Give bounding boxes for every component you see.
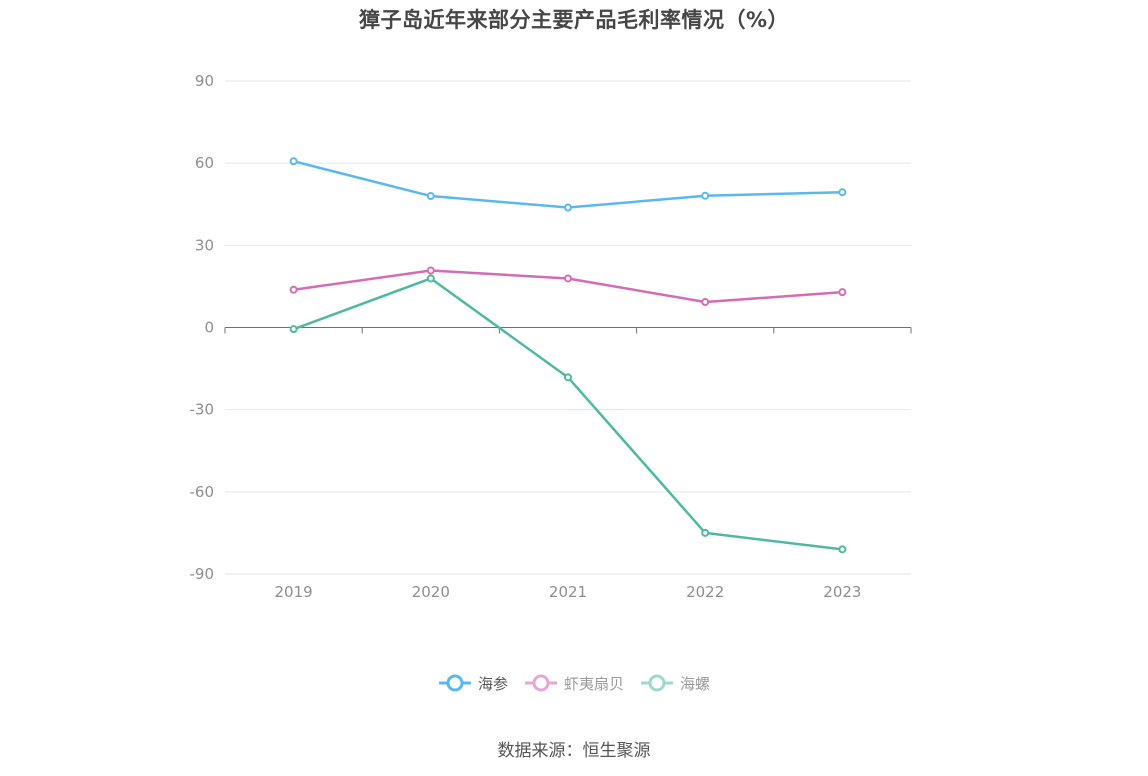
legend-item-2[interactable]: 海螺: [640, 672, 710, 694]
legend-marker-icon: [438, 674, 471, 692]
series-line-0: [293, 160, 843, 209]
legend-marker-icon: [641, 674, 673, 692]
data-point-2-4: [838, 545, 847, 554]
data-source: 数据来源：恒生聚源: [497, 741, 651, 761]
y-tick-label-4: -30: [190, 401, 215, 419]
data-point-2-3: [701, 528, 710, 537]
legend: 海参 虾夷扇贝 海螺: [0, 672, 1148, 694]
legend-marker-circle-2: [648, 674, 666, 692]
series-lines: [289, 157, 847, 554]
data-point-2-0: [289, 325, 298, 334]
data-point-1-3: [701, 298, 710, 307]
legend-label: 海螺: [680, 674, 711, 693]
legend-item-0[interactable]: 海参: [438, 672, 508, 694]
y-tick-label-6: -90: [190, 565, 215, 583]
y-tick-label-2: 30: [195, 236, 214, 254]
x-tick-label-0: 2019: [275, 583, 313, 601]
data-point-2-1: [426, 274, 435, 283]
data-point-1-2: [564, 274, 572, 283]
line-chart: 90 60 30 0 -30 -60 -90 2019 2020 2021 2022 2023: [190, 72, 912, 601]
data-point-0-4: [838, 188, 847, 197]
data-point-1-1: [426, 266, 435, 275]
series-1: [289, 266, 847, 307]
data-point-0-3: [701, 191, 710, 200]
data-point-1-0: [289, 285, 298, 294]
x-tick-label-1: 2020: [412, 583, 450, 601]
legend-marker-circle-0: [446, 674, 464, 692]
data-point-1-4: [838, 288, 847, 297]
tick-labels: 90 60 30 0 -30 -60 -90 2019 2020 2021 2022 2023: [190, 72, 862, 601]
legend-marker-circle-1: [532, 674, 550, 692]
chart-title: 獐子岛近年来部分主要产品毛利率情况（%）: [358, 8, 790, 32]
x-tick-label-4: 2023: [823, 583, 861, 601]
series-0: [289, 157, 847, 212]
y-tick-label-0: 90: [195, 72, 214, 90]
grid-lines: [225, 80, 911, 575]
y-tick-label-3: 0: [204, 319, 214, 337]
series-line-2: [293, 277, 843, 551]
legend-label: 虾夷扇贝: [563, 674, 624, 693]
legend-marker-icon: [524, 674, 557, 692]
data-point-0-0: [289, 157, 298, 166]
legend-label: 海参: [477, 674, 508, 693]
x-tick-label-2: 2021: [549, 583, 587, 601]
series-2: [289, 274, 847, 554]
y-tick-label-5: -60: [190, 483, 215, 501]
x-tick-label-3: 2022: [686, 583, 724, 601]
y-tick-label-1: 60: [195, 154, 214, 172]
data-point-0-2: [564, 203, 572, 212]
legend-item-1[interactable]: 虾夷扇贝: [524, 672, 624, 694]
data-point-0-1: [426, 192, 435, 201]
axes: [224, 327, 912, 334]
data-point-2-2: [564, 373, 572, 382]
